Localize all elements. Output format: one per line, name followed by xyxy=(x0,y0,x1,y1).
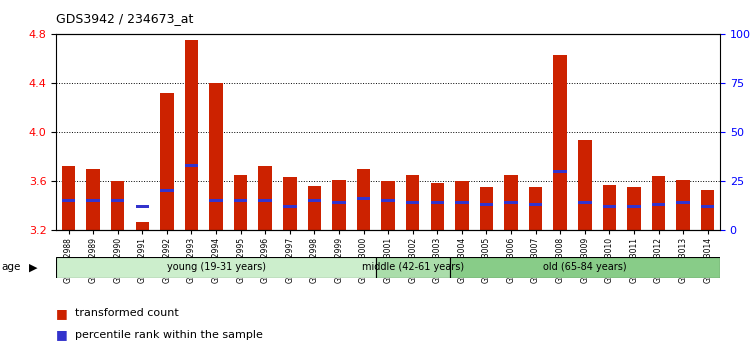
Text: transformed count: transformed count xyxy=(75,308,178,318)
Text: percentile rank within the sample: percentile rank within the sample xyxy=(75,330,262,339)
Bar xyxy=(455,181,469,230)
Bar xyxy=(62,199,75,202)
Bar xyxy=(357,197,370,200)
Bar xyxy=(381,199,395,202)
Text: young (19-31 years): young (19-31 years) xyxy=(166,262,266,272)
Text: ■: ■ xyxy=(56,328,68,341)
Bar xyxy=(381,181,395,230)
Bar xyxy=(184,164,198,167)
Bar xyxy=(480,203,494,206)
Bar xyxy=(627,187,640,230)
Bar xyxy=(160,189,174,192)
Text: old (65-84 years): old (65-84 years) xyxy=(543,262,626,272)
Bar xyxy=(259,199,272,202)
Bar xyxy=(480,187,494,230)
Bar xyxy=(332,180,346,230)
Bar xyxy=(701,205,715,208)
Bar xyxy=(504,201,518,204)
Bar xyxy=(357,169,370,230)
Bar xyxy=(504,175,518,230)
Bar xyxy=(676,201,690,204)
Bar xyxy=(184,40,198,230)
Bar xyxy=(136,222,149,230)
Bar xyxy=(578,201,592,204)
Text: ▶: ▶ xyxy=(28,262,37,272)
Bar xyxy=(136,205,149,208)
Bar xyxy=(652,176,665,230)
Bar xyxy=(160,92,174,230)
Bar xyxy=(209,199,223,202)
Bar xyxy=(111,181,125,230)
Bar xyxy=(578,141,592,230)
Bar xyxy=(554,170,567,173)
Bar xyxy=(406,201,419,204)
Bar xyxy=(332,201,346,204)
Bar xyxy=(602,185,616,230)
Bar xyxy=(283,205,296,208)
Text: GDS3942 / 234673_at: GDS3942 / 234673_at xyxy=(56,12,194,25)
Text: age: age xyxy=(2,262,21,272)
Bar xyxy=(376,257,449,278)
Bar xyxy=(86,169,100,230)
Bar xyxy=(701,190,715,230)
Bar xyxy=(308,199,321,202)
Bar xyxy=(62,166,75,230)
Text: middle (42-61 years): middle (42-61 years) xyxy=(362,262,464,272)
Bar xyxy=(627,205,640,208)
Bar xyxy=(56,257,376,278)
Bar xyxy=(86,199,100,202)
Bar xyxy=(455,201,469,204)
Bar xyxy=(209,83,223,230)
Bar xyxy=(234,199,248,202)
Bar xyxy=(652,203,665,206)
Bar xyxy=(283,177,296,230)
Bar xyxy=(676,180,690,230)
Bar xyxy=(111,199,125,202)
Bar xyxy=(308,186,321,230)
Bar xyxy=(259,166,272,230)
Bar xyxy=(430,201,444,204)
Bar xyxy=(554,55,567,230)
Text: ■: ■ xyxy=(56,307,68,320)
Bar xyxy=(234,175,248,230)
Bar xyxy=(406,175,419,230)
Bar xyxy=(529,203,542,206)
Bar xyxy=(602,205,616,208)
Bar xyxy=(449,257,720,278)
Bar xyxy=(529,187,542,230)
Bar xyxy=(430,183,444,230)
